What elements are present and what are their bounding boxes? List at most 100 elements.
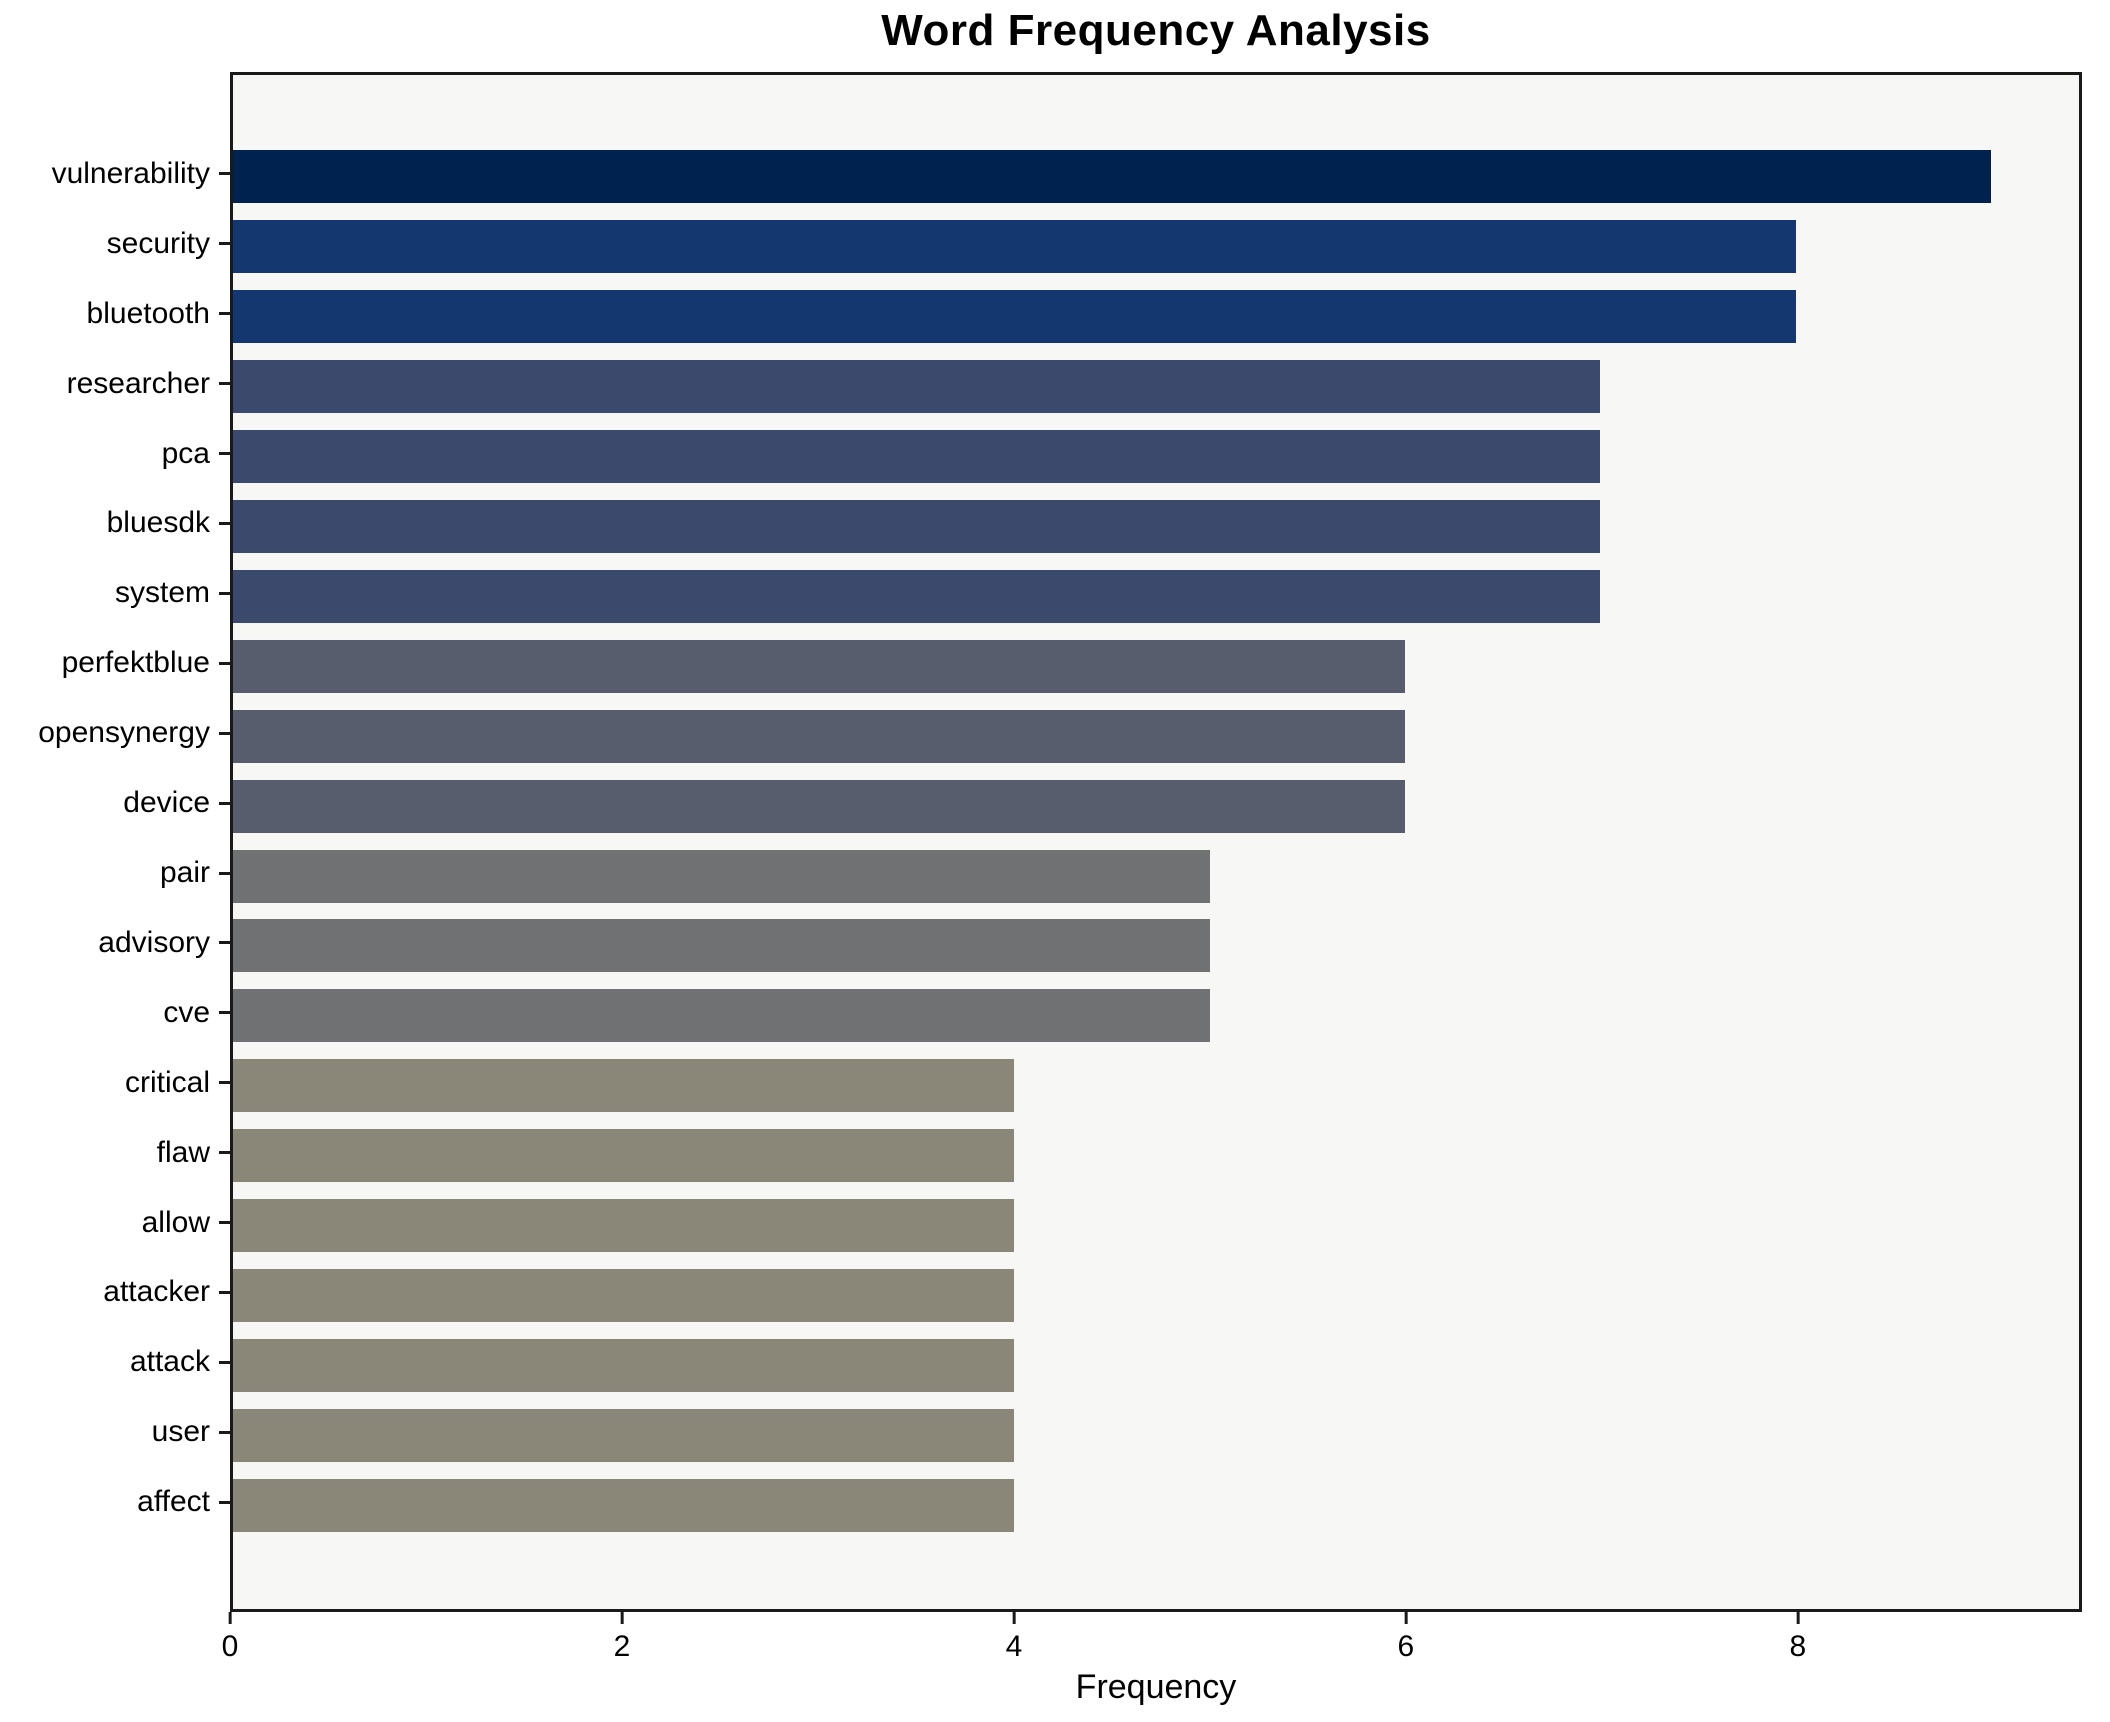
- y-tick-mark: [219, 172, 230, 176]
- y-tick-label-bluetooth: bluetooth: [86, 296, 210, 330]
- bar-row-allow: [233, 1191, 2079, 1261]
- x-tick-label-2: 2: [613, 1630, 631, 1663]
- bars-container: [233, 142, 2079, 1540]
- y-row-researcher: researcher: [0, 349, 230, 419]
- bar-pair: [233, 849, 1210, 903]
- bar-user: [233, 1408, 1015, 1462]
- y-tick-label-attack: attack: [129, 1345, 210, 1379]
- x-tick-2: 2: [613, 1612, 631, 1664]
- y-tick-label-allow: allow: [141, 1205, 210, 1239]
- bar-row-user: [233, 1400, 2079, 1470]
- y-tick-label-flaw: flaw: [156, 1135, 210, 1169]
- x-tick-mark: [1796, 1612, 1800, 1624]
- y-tick-label-bluesdk: bluesdk: [106, 506, 210, 540]
- y-tick-mark: [219, 591, 230, 595]
- y-tick-label-cve: cve: [163, 995, 210, 1029]
- y-tick-label-critical: critical: [124, 1065, 210, 1099]
- y-tick-mark: [219, 661, 230, 665]
- y-tick-label-system: system: [114, 576, 210, 610]
- bar-row-flaw: [233, 1121, 2079, 1191]
- y-row-advisory: advisory: [0, 908, 230, 978]
- x-axis-ticks: 0 2 4 6 8: [222, 1612, 2082, 1682]
- x-axis-label: Frequency: [1075, 1668, 1237, 1706]
- bar-opensynergy: [233, 709, 1406, 763]
- y-row-critical: critical: [0, 1048, 230, 1118]
- y-row-system: system: [0, 558, 230, 628]
- y-tick-mark: [219, 1151, 230, 1155]
- y-row-device: device: [0, 768, 230, 838]
- bar-row-pca: [233, 422, 2079, 492]
- y-axis-labels: vulnerability security bluetooth researcher…: [0, 139, 230, 1537]
- y-tick-mark: [219, 1430, 230, 1434]
- bar-row-pair: [233, 841, 2079, 911]
- y-row-perfektblue: perfektblue: [0, 628, 230, 698]
- y-tick-label-device: device: [123, 786, 210, 820]
- y-tick-label-affect: affect: [137, 1485, 210, 1519]
- bar-row-vulnerability: [233, 142, 2079, 212]
- x-tick-0: 0: [221, 1612, 239, 1664]
- y-tick-mark: [219, 801, 230, 805]
- y-row-user: user: [0, 1397, 230, 1467]
- x-tick-8: 8: [1789, 1612, 1806, 1664]
- y-tick-label-vulnerability: vulnerability: [51, 156, 210, 190]
- y-tick-mark: [219, 1011, 230, 1015]
- y-row-bluesdk: bluesdk: [0, 489, 230, 559]
- y-tick-label-perfektblue: perfektblue: [61, 646, 210, 680]
- x-tick-mark: [1012, 1612, 1016, 1624]
- chart-title: Word Frequency Analysis: [881, 6, 1431, 55]
- bar-vulnerability: [233, 150, 1992, 204]
- y-row-opensynergy: opensynergy: [0, 698, 230, 768]
- bar-flaw: [233, 1129, 1015, 1183]
- bar-row-perfektblue: [233, 631, 2079, 701]
- bar-affect: [233, 1478, 1015, 1532]
- y-tick-label-researcher: researcher: [66, 366, 210, 400]
- y-tick-label-pair: pair: [159, 856, 210, 890]
- y-tick-mark: [219, 312, 230, 316]
- bar-row-cve: [233, 981, 2079, 1051]
- bar-row-researcher: [233, 352, 2079, 422]
- bar-cve: [233, 989, 1210, 1043]
- x-tick-4: 4: [1005, 1612, 1023, 1664]
- bar-bluetooth: [233, 290, 1796, 344]
- bar-row-security: [233, 212, 2079, 282]
- plot-area: [230, 72, 2082, 1612]
- y-tick-mark: [219, 1081, 230, 1085]
- y-row-attacker: attacker: [0, 1258, 230, 1328]
- y-row-allow: allow: [0, 1188, 230, 1258]
- y-row-attack: attack: [0, 1327, 230, 1397]
- bar-critical: [233, 1059, 1015, 1113]
- bar-attacker: [233, 1268, 1015, 1322]
- y-tick-mark: [219, 521, 230, 525]
- bar-row-opensynergy: [233, 701, 2079, 771]
- y-tick-mark: [219, 1290, 230, 1294]
- x-tick-6: 6: [1398, 1612, 1414, 1664]
- y-tick-mark: [219, 1500, 230, 1504]
- bar-row-attack: [233, 1330, 2079, 1400]
- bar-attack: [233, 1338, 1015, 1392]
- bar-system: [233, 569, 1601, 623]
- y-tick-label-user: user: [151, 1415, 210, 1449]
- x-tick-mark: [228, 1612, 232, 1624]
- y-tick-mark: [219, 941, 230, 945]
- y-tick-mark: [219, 242, 230, 246]
- bar-device: [233, 779, 1406, 833]
- y-row-vulnerability: vulnerability: [0, 139, 230, 209]
- y-row-pca: pca: [0, 419, 230, 489]
- bar-security: [233, 220, 1796, 274]
- bar-advisory: [233, 919, 1210, 973]
- y-tick-mark: [219, 452, 230, 456]
- y-row-security: security: [0, 209, 230, 279]
- x-tick-label-4: 4: [1005, 1630, 1023, 1663]
- y-tick-mark: [219, 382, 230, 386]
- bar-perfektblue: [233, 639, 1406, 693]
- x-tick-mark: [1404, 1612, 1408, 1624]
- y-row-pair: pair: [0, 838, 230, 908]
- bar-pca: [233, 430, 1601, 484]
- bar-row-system: [233, 561, 2079, 631]
- bar-row-device: [233, 771, 2079, 841]
- bar-row-critical: [233, 1051, 2079, 1121]
- x-tick-label-0: 0: [221, 1630, 239, 1663]
- bar-bluesdk: [233, 499, 1601, 553]
- y-tick-label-attacker: attacker: [103, 1275, 210, 1309]
